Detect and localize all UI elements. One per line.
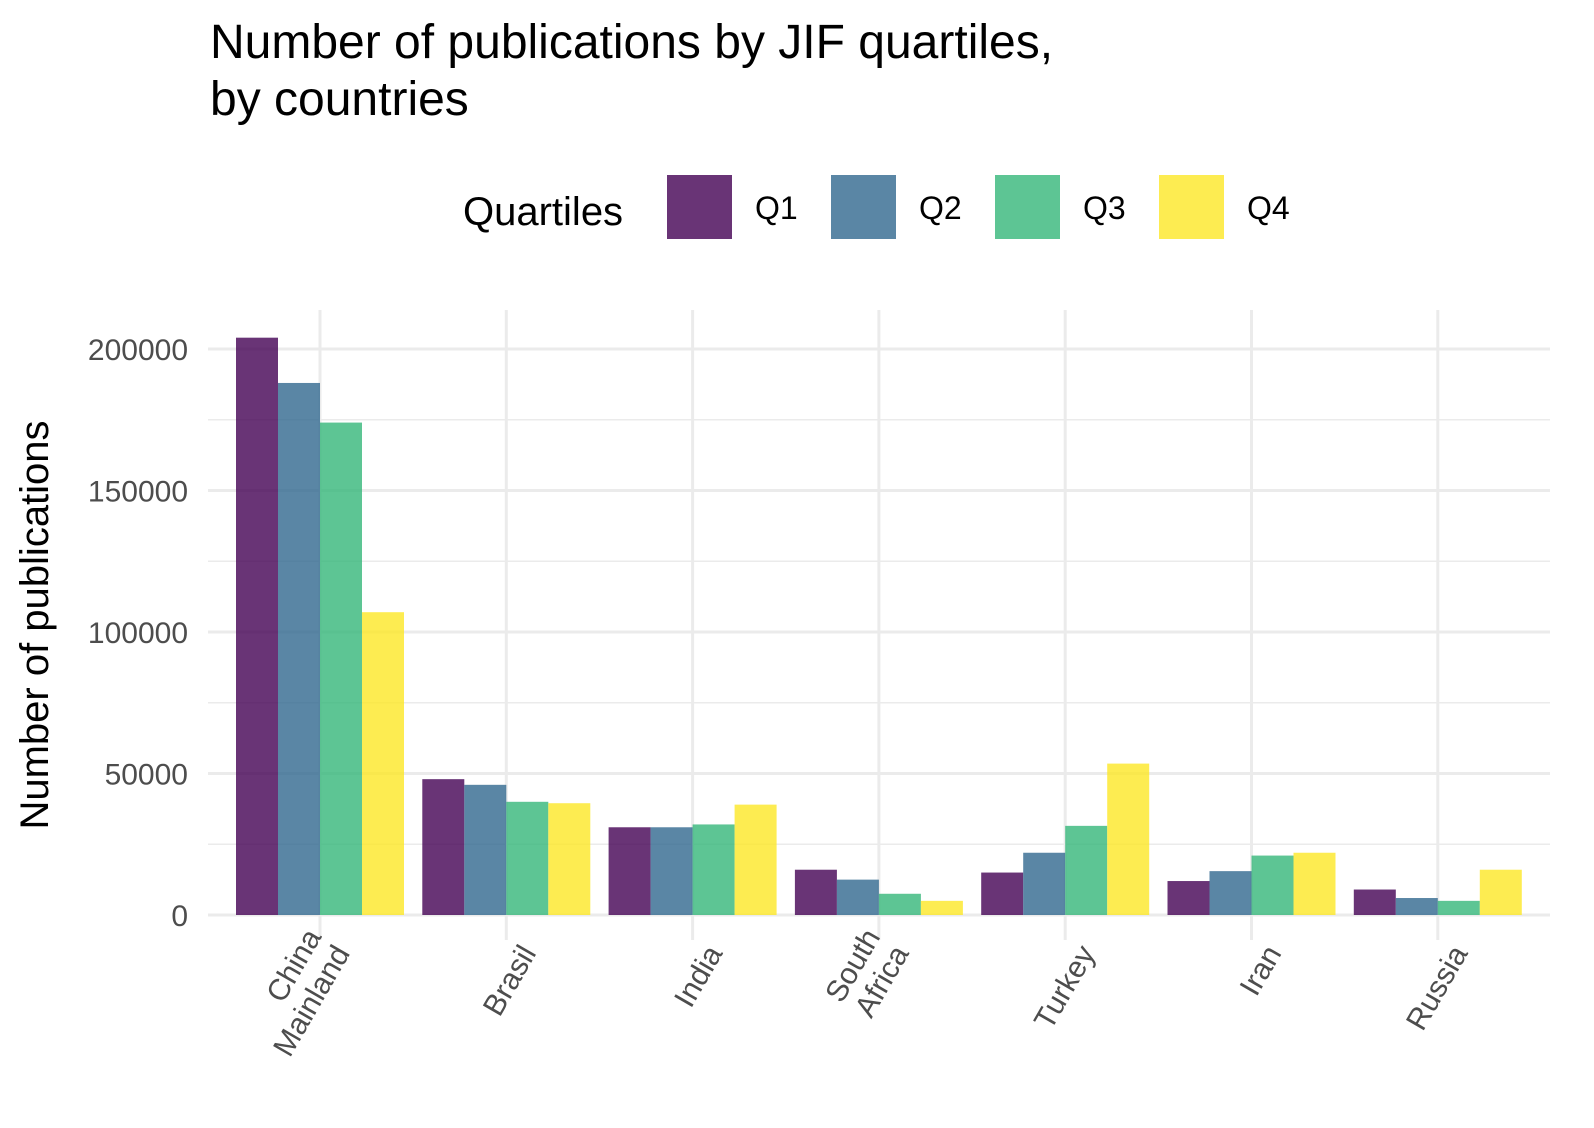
legend-key-q4 (1159, 175, 1224, 239)
bar-q1-4 (981, 872, 1024, 915)
y-axis-label: Number of publications (13, 420, 57, 829)
bar-q2-4 (1023, 852, 1066, 915)
bar-q4-6 (1479, 869, 1522, 915)
bar-q2-2 (650, 827, 693, 915)
x-tick-label-group: Brasil (477, 940, 543, 1021)
bar-q4-3 (920, 900, 963, 915)
bar-q2-5 (1209, 871, 1252, 915)
legend-label-q2: Q2 (919, 190, 962, 226)
bar-q4-5 (1293, 852, 1336, 915)
bar-q4-1 (548, 803, 591, 915)
legend-key-q1 (667, 175, 732, 239)
x-tick-label: Iran (1234, 940, 1288, 1001)
legend-key-q3 (995, 175, 1060, 239)
bar-q4-2 (734, 804, 777, 915)
bar-q3-4 (1065, 825, 1108, 915)
bar-q2-3 (836, 879, 879, 915)
chart-title-line-2: by countries (210, 73, 469, 126)
x-tick-label-group: India (668, 940, 729, 1013)
bar-q1-2 (608, 827, 651, 915)
x-tick-label: Russia (1400, 940, 1475, 1036)
y-tick-label: 0 (171, 900, 188, 933)
legend-label-q3: Q3 (1083, 190, 1126, 226)
legend-key-q2 (831, 175, 896, 239)
legend-label-q1: Q1 (755, 190, 798, 226)
x-tick-label: India (668, 940, 729, 1013)
y-tick-label: 150000 (88, 476, 188, 509)
legend: Quartiles Q1 Q2 Q3 Q4 (463, 175, 1290, 239)
bar-q4-0 (362, 612, 404, 915)
bar-marks (236, 337, 1522, 916)
x-tick-label-group: Turkey (1028, 940, 1102, 1035)
bar-q2-6 (1395, 898, 1438, 915)
bar-q1-3 (794, 869, 837, 915)
y-tick-label: 50000 (105, 759, 188, 792)
chart-title-line-1: Number of publications by JIF quartiles, (210, 16, 1053, 69)
plot-grid (208, 310, 1550, 940)
bar-q3-1 (506, 801, 549, 915)
bar-q1-6 (1353, 889, 1396, 915)
legend-title: Quartiles (463, 190, 623, 234)
bar-q3-5 (1251, 855, 1294, 915)
bar-q2-1 (464, 784, 507, 915)
bar-q4-4 (1107, 763, 1150, 915)
bar-q3-3 (878, 893, 921, 915)
bar-q2-0 (278, 382, 320, 916)
x-tick-label-group: Iran (1234, 940, 1288, 1001)
bar-q3-2 (692, 824, 735, 915)
bar-q1-1 (422, 779, 465, 915)
legend-label-q4: Q4 (1247, 190, 1290, 226)
bar-q1-0 (236, 337, 278, 915)
y-tick-label: 200000 (88, 334, 188, 367)
bar-q1-5 (1167, 881, 1210, 915)
y-axis-ticks: 0 50000 100000 150000 200000 (88, 334, 188, 933)
bar-q3-0 (320, 422, 362, 915)
x-tick-label: Brasil (477, 940, 543, 1021)
x-tick-label: Turkey (1028, 940, 1102, 1035)
y-tick-label: 100000 (88, 617, 188, 650)
x-tick-label-group: Russia (1400, 940, 1475, 1036)
bar-q3-6 (1437, 900, 1480, 915)
